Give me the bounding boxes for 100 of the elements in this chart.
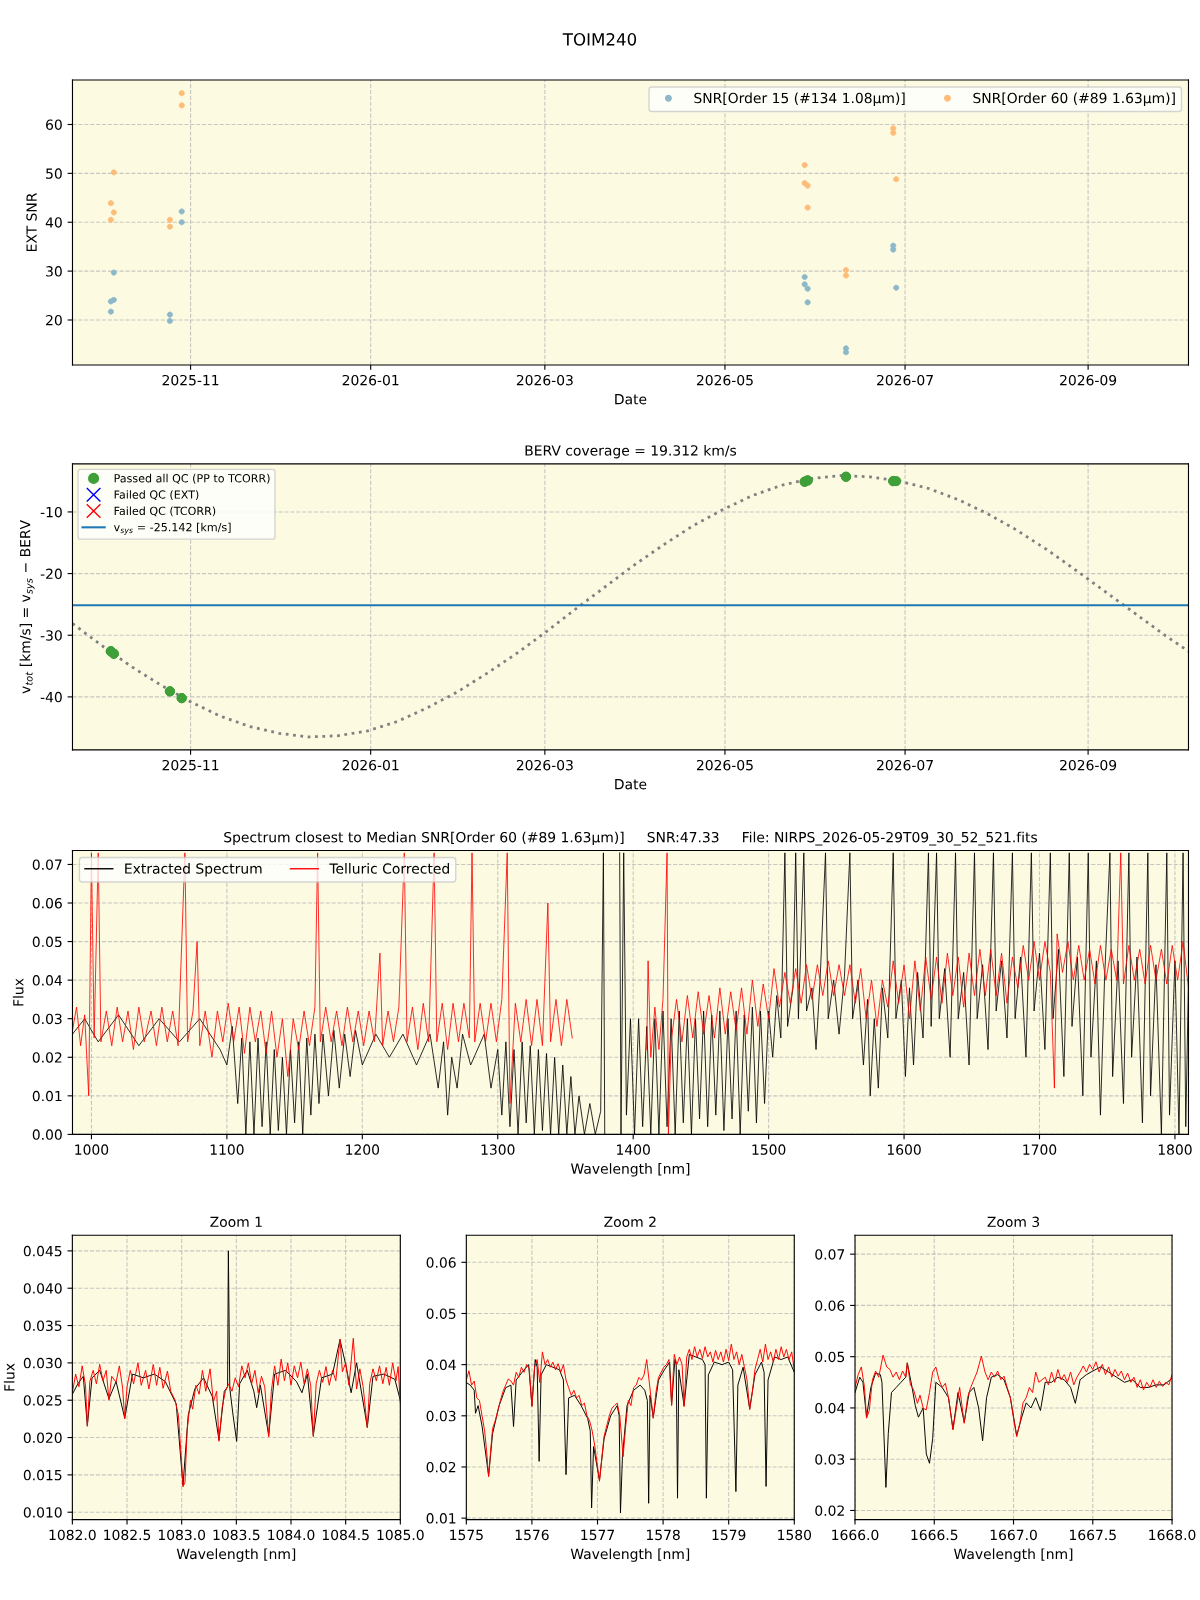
x-axis-title: Wavelength [nm] xyxy=(570,1548,690,1562)
chart-title: Zoom 1 xyxy=(210,1216,262,1228)
x-tick-label: 1100 xyxy=(210,1144,244,1155)
x-axis-title: Wavelength [nm] xyxy=(570,1163,690,1177)
y-tick-label: 0.01 xyxy=(32,1090,62,1102)
legend-label: Extracted Spectrum xyxy=(125,863,262,877)
x-tick-label: 1500 xyxy=(752,1144,786,1155)
y-tick-label: 0.06 xyxy=(32,897,62,909)
legend-label: SNR[Order 15 (#134 1.08μm)] xyxy=(694,92,905,106)
y-tick-label: 40 xyxy=(45,217,62,228)
y-tick-label: 60 xyxy=(46,119,62,130)
y-tick-label: 0.03 xyxy=(426,1410,456,1422)
y-tick-label: -20 xyxy=(40,568,62,580)
legend-label: Telluric Corrected xyxy=(329,863,449,874)
y-tick-label: 0.07 xyxy=(815,1249,845,1260)
chart-title: BERV coverage = 19.312 km/s xyxy=(525,444,737,459)
chart-title: Zoom 3 xyxy=(987,1216,1040,1228)
y-tick-label: -10 xyxy=(40,506,62,518)
y-tick-label: 30 xyxy=(46,266,62,277)
legend-label: Failed QC (EXT) xyxy=(114,490,199,501)
chart-title: Spectrum closest to Median SNR[Order 60 (#89 1.63μm)] SNR:47.33 File: NIRPS_2026-05-29T09_30_52_521.fits xyxy=(224,831,1038,846)
x-tick-label: 1800 xyxy=(1158,1144,1192,1155)
y-tick-label: 0.07 xyxy=(32,859,62,870)
x-tick-label: 2026-09 xyxy=(1060,759,1117,771)
y-tick-label: 0.04 xyxy=(426,1359,456,1371)
x-tick-label: 1083.0 xyxy=(158,1529,206,1541)
x-tick-label: 2025-11 xyxy=(162,759,219,771)
y-tick-label: 0.05 xyxy=(426,1308,456,1319)
x-tick-label: 1666.0 xyxy=(832,1529,879,1541)
x-axis-title: Wavelength [nm] xyxy=(953,1548,1073,1562)
x-tick-label: 1085.0 xyxy=(377,1529,424,1541)
x-tick-label: 2026-09 xyxy=(1060,374,1117,386)
y-tick-label: 0.04 xyxy=(815,1402,845,1414)
y-tick-label: 0.045 xyxy=(23,1245,62,1257)
x-tick-label: 2026-03 xyxy=(516,759,573,771)
y-tick-label: 0.04 xyxy=(32,975,62,986)
y-tick-label: 0.040 xyxy=(23,1283,62,1294)
y-tick-label: 20 xyxy=(46,314,62,326)
x-tick-label: 1084.0 xyxy=(268,1529,315,1541)
y-tick-label: 0.030 xyxy=(23,1357,62,1369)
x-tick-label: 1668.0 xyxy=(1149,1529,1196,1541)
y-tick-label: 0.020 xyxy=(23,1432,62,1444)
y-tick-label: -30 xyxy=(40,630,62,641)
x-axis-title: Date xyxy=(615,394,647,405)
x-tick-label: 2026-05 xyxy=(696,374,753,386)
x-tick-label: 1600 xyxy=(887,1144,921,1155)
x-tick-label: 1666.5 xyxy=(911,1529,958,1541)
x-tick-label: 1579 xyxy=(712,1529,746,1541)
chart-title: Zoom 2 xyxy=(604,1216,656,1228)
y-axis-title: Flux xyxy=(12,978,24,1006)
x-tick-label: 1667.5 xyxy=(1070,1529,1116,1541)
y-tick-label: 50 xyxy=(46,168,62,179)
y-tick-label: 0.05 xyxy=(815,1351,845,1363)
x-tick-label: 1400 xyxy=(617,1144,650,1155)
y-tick-label: 0.05 xyxy=(32,936,62,948)
y-tick-label: 0.025 xyxy=(23,1395,62,1406)
x-tick-label: 1083.5 xyxy=(213,1529,260,1541)
x-tick-label: 1576 xyxy=(515,1529,549,1541)
y-tick-label: 0.02 xyxy=(426,1461,456,1473)
x-tick-label: 2026-03 xyxy=(516,374,573,386)
y-tick-label: 0.03 xyxy=(32,1013,62,1025)
y-tick-label: 0.06 xyxy=(426,1257,456,1268)
y-tick-label: 0.00 xyxy=(32,1129,62,1140)
x-tick-label: 1580 xyxy=(778,1529,812,1541)
x-tick-label: 2026-01 xyxy=(342,759,399,771)
x-tick-label: 1667.0 xyxy=(990,1529,1037,1541)
y-axis-title: EXT SNR xyxy=(26,192,37,252)
chart-title: TOIM240 xyxy=(562,33,637,46)
y-tick-label: 0.01 xyxy=(426,1513,456,1524)
y-tick-label: 0.02 xyxy=(815,1505,844,1516)
legend-label: SNR[Order 60 (#89 1.63μm)] xyxy=(973,92,1175,106)
x-tick-label: 1577 xyxy=(581,1529,614,1541)
x-tick-label: 1082.5 xyxy=(104,1529,151,1541)
y-tick-label: 0.03 xyxy=(815,1454,845,1465)
x-tick-label: 1000 xyxy=(75,1144,109,1155)
x-tick-label: 1700 xyxy=(1023,1144,1057,1155)
x-axis-title: Date xyxy=(615,779,647,790)
y-tick-label: 0.035 xyxy=(23,1320,62,1332)
x-tick-label: 2026-05 xyxy=(696,759,753,771)
y-tick-label: 0.02 xyxy=(32,1052,62,1063)
legend-label: Failed QC (TCORR) xyxy=(114,506,216,517)
x-tick-label: 2026-07 xyxy=(877,374,933,386)
x-axis-title: Wavelength [nm] xyxy=(176,1548,296,1562)
x-tick-label: 2025-11 xyxy=(162,374,219,386)
y-axis-title: Flux xyxy=(3,1363,15,1391)
y-tick-label: 0.010 xyxy=(23,1507,62,1518)
x-tick-label: 1084.5 xyxy=(322,1529,369,1541)
legend-label: Passed all QC (PP to TCORR) xyxy=(114,473,270,484)
y-tick-label: -40 xyxy=(40,691,62,703)
legend-label: v$_{sys}$ = -25.142 [km/s] xyxy=(113,522,231,535)
x-tick-label: 1575 xyxy=(450,1529,483,1541)
y-tick-label: 0.015 xyxy=(23,1469,62,1481)
x-tick-label: 2026-07 xyxy=(877,759,933,771)
y-tick-label: 0.06 xyxy=(815,1300,845,1311)
x-tick-label: 1082.0 xyxy=(49,1529,96,1541)
x-tick-label: 1200 xyxy=(346,1144,380,1155)
x-tick-label: 1300 xyxy=(481,1144,515,1155)
y-axis-title: v$_{tot}$ [km/s] = v$_{sys}$ − BERV xyxy=(19,520,35,694)
x-tick-label: 1578 xyxy=(646,1529,680,1541)
x-tick-label: 2026-01 xyxy=(342,374,399,386)
